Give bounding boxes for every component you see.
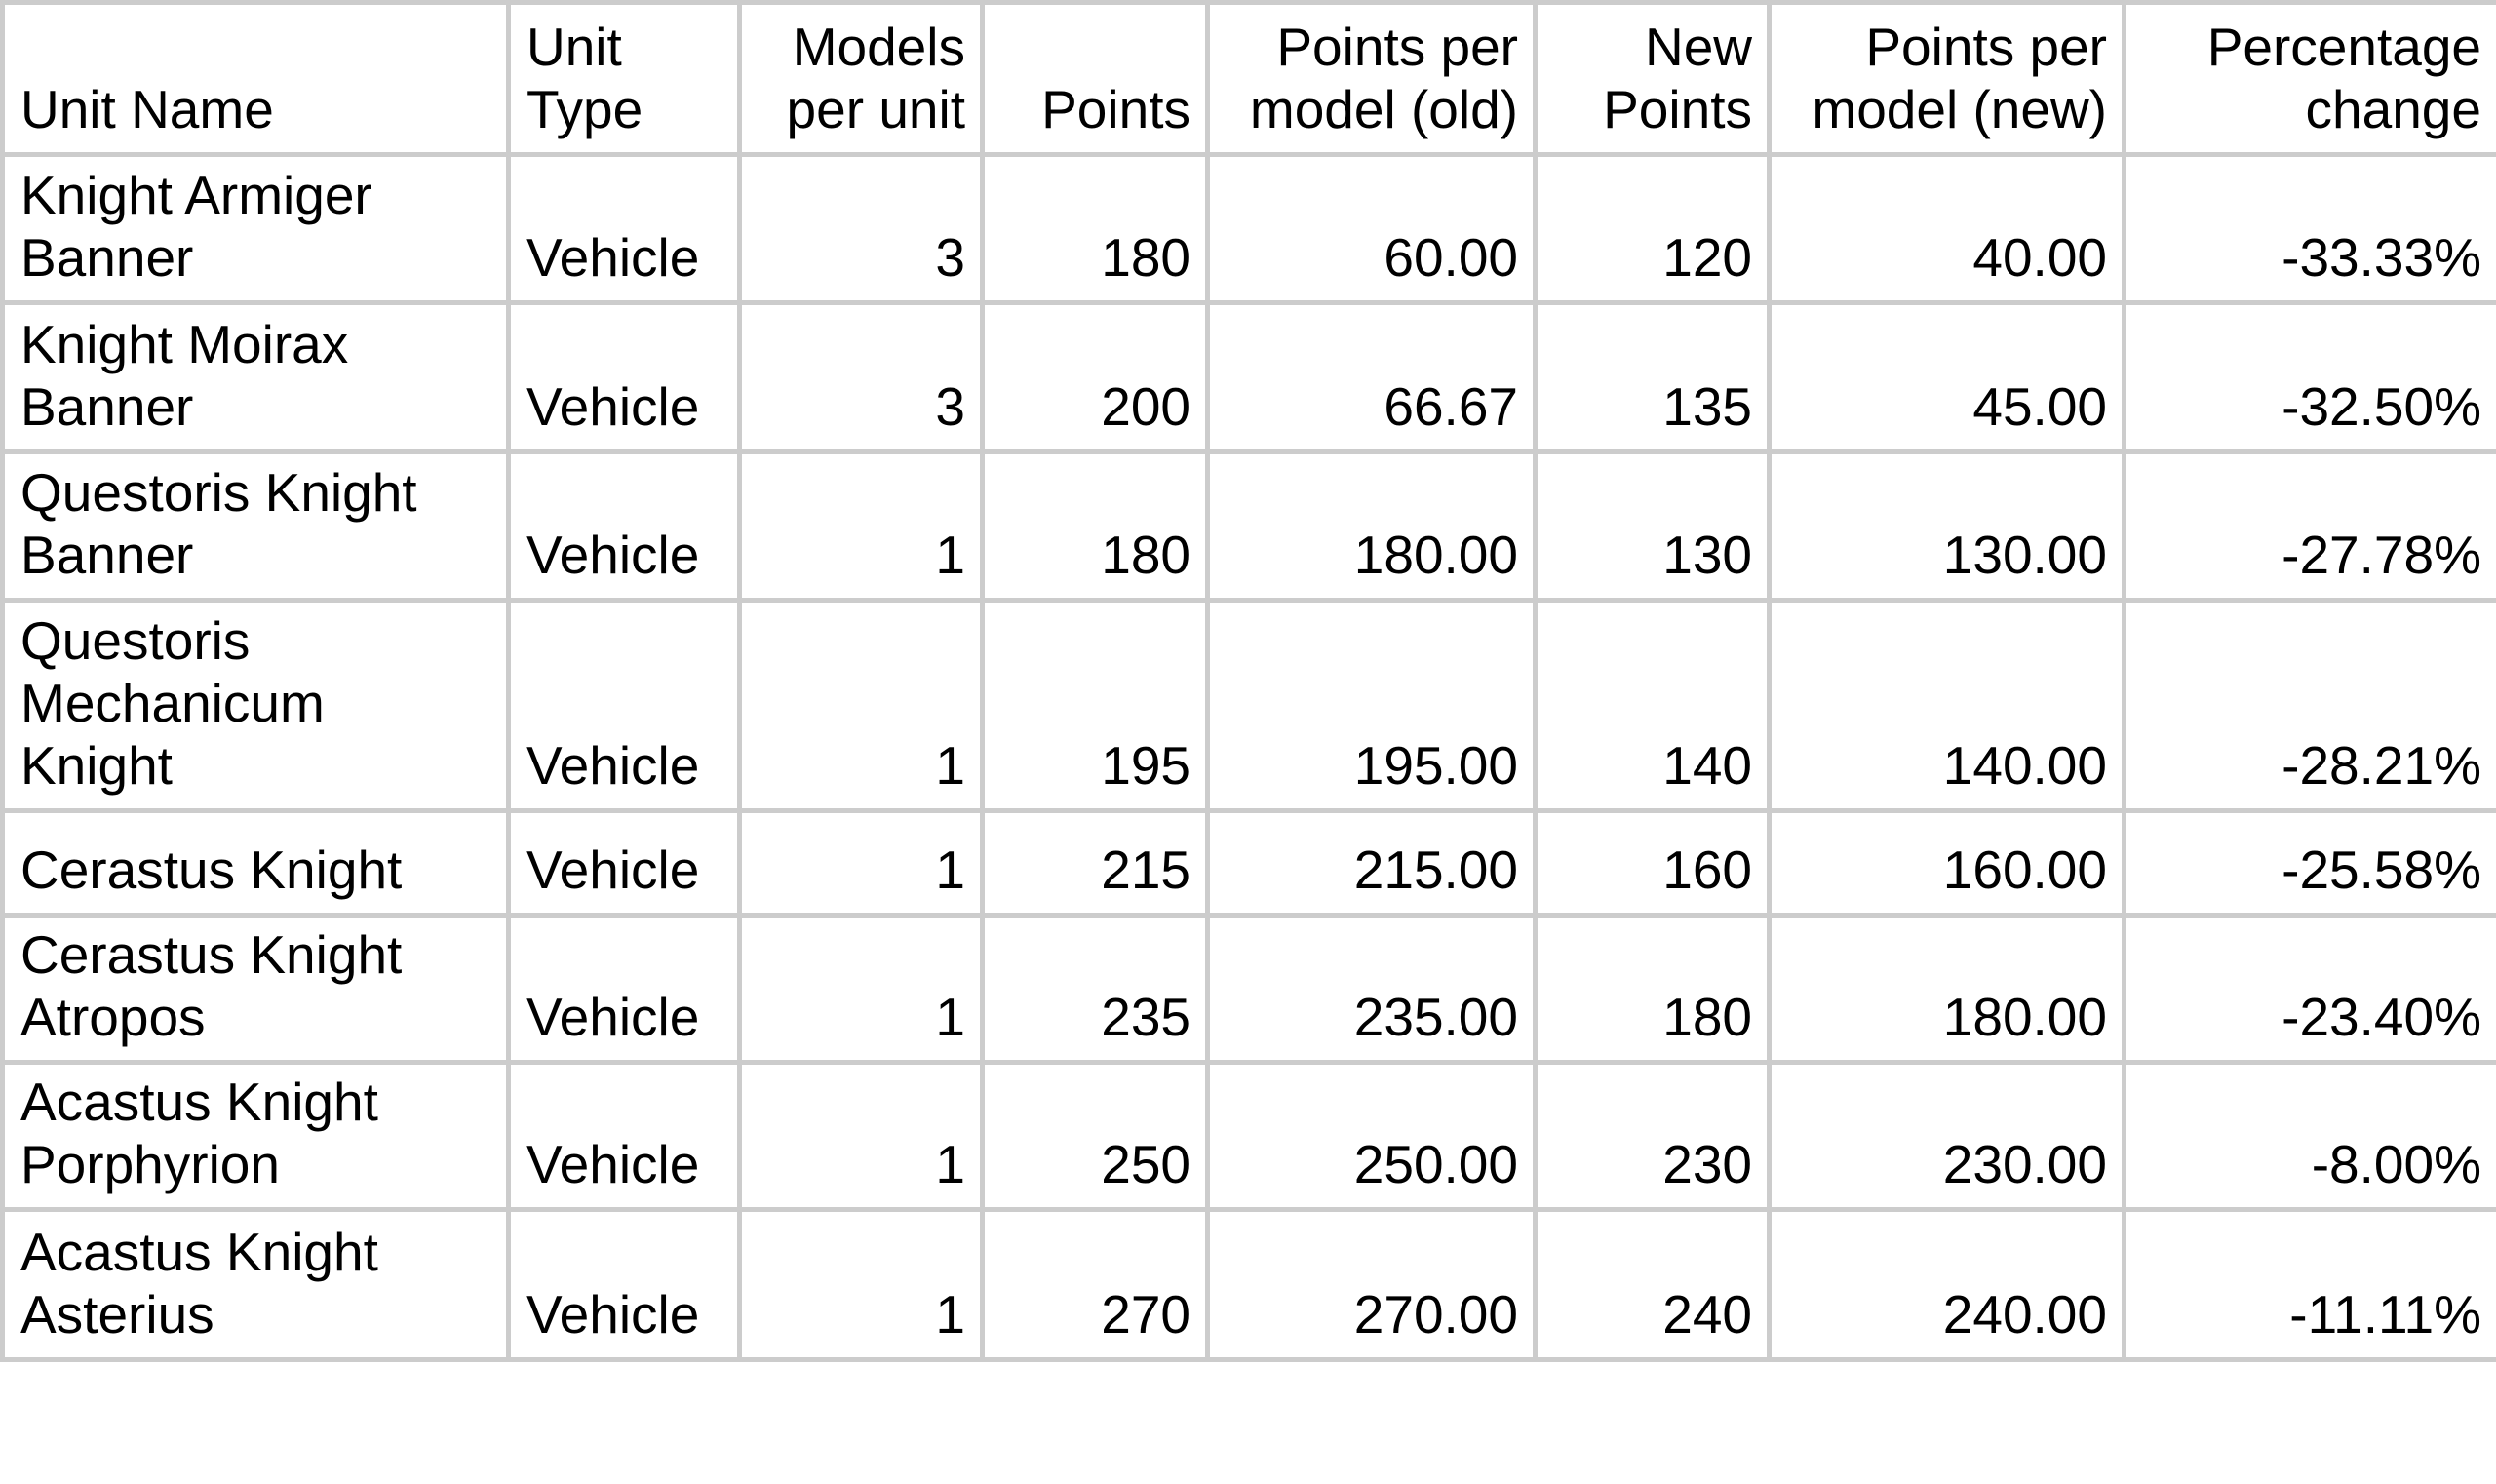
cell-unit-name: Cerastus Knight [0, 808, 511, 918]
cell-models-per-unit: 1 [737, 598, 985, 813]
table-row: Cerastus Knight Atropos Vehicle 1 235 235.00… [0, 913, 2496, 1065]
column-header-unit-type: Unit Type [506, 0, 742, 157]
cell-new-points: 120 [1533, 152, 1772, 305]
cell-percentage-change: -33.33% [2122, 152, 2496, 305]
cell-new-points: 230 [1533, 1060, 1772, 1212]
cell-points-per-model-old: 215.00 [1205, 808, 1538, 918]
column-header-new-points: New Points [1533, 0, 1772, 157]
cell-new-points: 140 [1533, 598, 1772, 813]
page: Unit Name Unit Type Models per unit Points P… [0, 0, 2496, 1362]
cell-models-per-unit: 1 [737, 913, 985, 1065]
cell-points: 180 [980, 152, 1210, 305]
table-row: Acastus Knight Asterius Vehicle 1 270 270.00… [0, 1207, 2496, 1362]
cell-points-per-model-new: 180.00 [1767, 913, 2126, 1065]
header-row: Unit Name Unit Type Models per unit Points P… [0, 0, 2496, 157]
cell-unit-type: Vehicle [506, 300, 742, 454]
cell-points-per-model-old: 180.00 [1205, 449, 1538, 603]
cell-points: 195 [980, 598, 1210, 813]
cell-points: 215 [980, 808, 1210, 918]
cell-new-points: 180 [1533, 913, 1772, 1065]
cell-points: 270 [980, 1207, 1210, 1362]
table-row: Questoris Mechanicum Knight Vehicle 1 195 19… [0, 598, 2496, 813]
cell-points-per-model-old: 66.67 [1205, 300, 1538, 454]
cell-points: 200 [980, 300, 1210, 454]
cell-points-per-model-old: 195.00 [1205, 598, 1538, 813]
cell-new-points: 240 [1533, 1207, 1772, 1362]
cell-unit-type: Vehicle [506, 598, 742, 813]
cell-points-per-model-new: 140.00 [1767, 598, 2126, 813]
cell-percentage-change: -32.50% [2122, 300, 2496, 454]
table-row: Questoris Knight Banner Vehicle 1 180 180.00… [0, 449, 2496, 603]
cell-points-per-model-old: 60.00 [1205, 152, 1538, 305]
cell-points: 250 [980, 1060, 1210, 1212]
cell-new-points: 130 [1533, 449, 1772, 603]
cell-models-per-unit: 1 [737, 1207, 985, 1362]
cell-points-per-model-old: 270.00 [1205, 1207, 1538, 1362]
cell-points-per-model-old: 235.00 [1205, 913, 1538, 1065]
table-row: Acastus Knight Porphyrion Vehicle 1 250 250.… [0, 1060, 2496, 1212]
cell-unit-name: Knight Armiger Banner [0, 152, 511, 305]
cell-percentage-change: -23.40% [2122, 913, 2496, 1065]
cell-points: 180 [980, 449, 1210, 603]
table-row: Knight Armiger Banner Vehicle 3 180 60.00 120… [0, 152, 2496, 305]
column-header-models-per-unit: Models per unit [737, 0, 985, 157]
column-header-percentage-change: Percentage change [2122, 0, 2496, 157]
cell-unit-name: Knight Moirax Banner [0, 300, 511, 454]
cell-points-per-model-new: 130.00 [1767, 449, 2126, 603]
cell-percentage-change: -28.21% [2122, 598, 2496, 813]
cell-unit-name: Acastus Knight Porphyrion [0, 1060, 511, 1212]
cell-points-per-model-new: 230.00 [1767, 1060, 2126, 1212]
points-comparison-table: Unit Name Unit Type Models per unit Points P… [0, 0, 2496, 1362]
table-body: Knight Armiger Banner Vehicle 3 180 60.00 120… [0, 152, 2496, 1362]
cell-new-points: 160 [1533, 808, 1772, 918]
cell-percentage-change: -25.58% [2122, 808, 2496, 918]
cell-models-per-unit: 3 [737, 300, 985, 454]
cell-new-points: 135 [1533, 300, 1772, 454]
column-header-unit-name: Unit Name [0, 0, 511, 157]
cell-percentage-change: -8.00% [2122, 1060, 2496, 1212]
table-row: Knight Moirax Banner Vehicle 3 200 66.67 135 4… [0, 300, 2496, 454]
table-row: Cerastus Knight Vehicle 1 215 215.00 160 160.0… [0, 808, 2496, 918]
cell-points-per-model-new: 160.00 [1767, 808, 2126, 918]
column-header-points-per-model-new: Points per model (new) [1767, 0, 2126, 157]
cell-points-per-model-new: 40.00 [1767, 152, 2126, 305]
cell-points-per-model-old: 250.00 [1205, 1060, 1538, 1212]
cell-unit-type: Vehicle [506, 1060, 742, 1212]
cell-percentage-change: -27.78% [2122, 449, 2496, 603]
cell-points: 235 [980, 913, 1210, 1065]
column-header-points-per-model-old: Points per model (old) [1205, 0, 1538, 157]
cell-percentage-change: -11.11% [2122, 1207, 2496, 1362]
cell-unit-type: Vehicle [506, 449, 742, 603]
cell-unit-type: Vehicle [506, 913, 742, 1065]
cell-models-per-unit: 1 [737, 808, 985, 918]
cell-models-per-unit: 1 [737, 449, 985, 603]
cell-unit-name: Cerastus Knight Atropos [0, 913, 511, 1065]
cell-models-per-unit: 3 [737, 152, 985, 305]
cell-unit-type: Vehicle [506, 1207, 742, 1362]
column-header-points: Points [980, 0, 1210, 157]
cell-unit-name: Questoris Mechanicum Knight [0, 598, 511, 813]
cell-unit-name: Questoris Knight Banner [0, 449, 511, 603]
cell-unit-type: Vehicle [506, 808, 742, 918]
cell-unit-name: Acastus Knight Asterius [0, 1207, 511, 1362]
cell-points-per-model-new: 45.00 [1767, 300, 2126, 454]
cell-points-per-model-new: 240.00 [1767, 1207, 2126, 1362]
cell-models-per-unit: 1 [737, 1060, 985, 1212]
cell-unit-type: Vehicle [506, 152, 742, 305]
